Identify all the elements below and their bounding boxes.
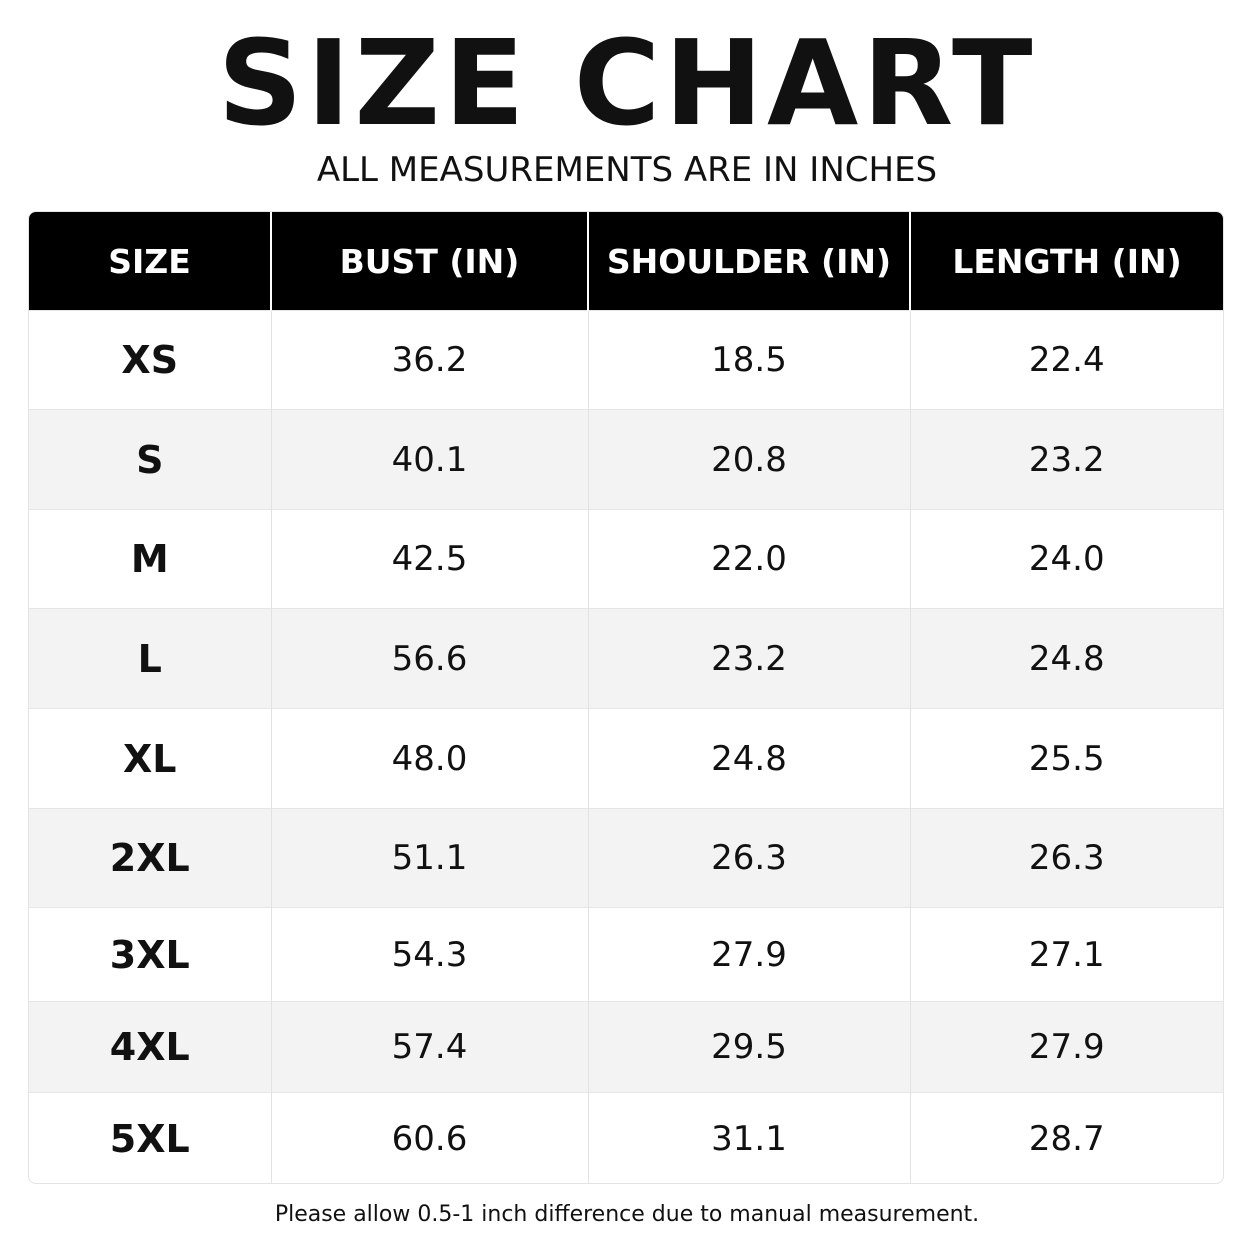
- column-header: SHOULDER (IN): [588, 212, 911, 311]
- measurement-cell: 23.2: [910, 409, 1223, 510]
- measurement-cell: 26.3: [910, 808, 1223, 908]
- measurement-cell: 27.9: [910, 1001, 1223, 1093]
- size-cell: 5XL: [29, 1092, 272, 1183]
- measurement-cell: 24.8: [910, 608, 1223, 709]
- measurement-cell: 26.3: [588, 808, 911, 908]
- measurement-cell: 24.0: [910, 509, 1223, 609]
- title: SIZE CHART: [217, 14, 1037, 152]
- measurement-cell: 56.6: [271, 608, 589, 709]
- column-header: BUST (IN): [271, 212, 589, 311]
- measurement-cell: 40.1: [271, 409, 589, 510]
- size-cell: 4XL: [29, 1001, 272, 1093]
- size-table-container: SIZE BUST (IN) SHOULDER (IN) LENGTH (IN) XS…: [28, 211, 1224, 1184]
- measurement-cell: 24.8: [588, 708, 911, 809]
- table-body: XS 36.2 18.5 22.4 S 40.1 20.8 23.2 M 42.5 22.0 24.0…: [29, 310, 1223, 1183]
- table-row: S 40.1 20.8 23.2: [29, 409, 1223, 510]
- table-row: 3XL 54.3 27.9 27.1: [29, 907, 1223, 1002]
- table-row: 4XL 57.4 29.5 27.9: [29, 1001, 1223, 1093]
- size-cell: 2XL: [29, 808, 272, 908]
- measurement-cell: 22.4: [910, 310, 1223, 410]
- size-cell: M: [29, 509, 272, 609]
- column-header: LENGTH (IN): [910, 212, 1223, 311]
- table-row: L 56.6 23.2 24.8: [29, 608, 1223, 709]
- measurement-cell: 23.2: [588, 608, 911, 709]
- measurement-cell: 28.7: [910, 1092, 1223, 1183]
- measurement-cell: 42.5: [271, 509, 589, 609]
- table-head: SIZE BUST (IN) SHOULDER (IN) LENGTH (IN): [29, 212, 1223, 311]
- header-row: SIZE BUST (IN) SHOULDER (IN) LENGTH (IN): [29, 212, 1223, 311]
- table-row: XL 48.0 24.8 25.5: [29, 708, 1223, 809]
- measurement-cell: 48.0: [271, 708, 589, 809]
- table-row: XS 36.2 18.5 22.4: [29, 310, 1223, 410]
- measurement-cell: 60.6: [271, 1092, 589, 1183]
- measurement-cell: 57.4: [271, 1001, 589, 1093]
- measurement-cell: 51.1: [271, 808, 589, 908]
- measurement-cell: 27.1: [910, 907, 1223, 1002]
- size-cell: L: [29, 608, 272, 709]
- column-header: SIZE: [29, 212, 272, 311]
- table-row: 5XL 60.6 31.1 28.7: [29, 1092, 1223, 1183]
- table-row: M 42.5 22.0 24.0: [29, 509, 1223, 609]
- measurement-cell: 36.2: [271, 310, 589, 410]
- measurement-cell: 18.5: [588, 310, 911, 410]
- measurement-cell: 29.5: [588, 1001, 911, 1093]
- measurement-cell: 54.3: [271, 907, 589, 1002]
- measurement-cell: 27.9: [588, 907, 911, 1002]
- size-table: SIZE BUST (IN) SHOULDER (IN) LENGTH (IN) XS…: [29, 212, 1223, 1183]
- measurement-cell: 22.0: [588, 509, 911, 609]
- subtitle: ALL MEASUREMENTS ARE IN INCHES: [316, 150, 938, 190]
- measurement-cell: 20.8: [588, 409, 911, 510]
- measurement-cell: 31.1: [588, 1092, 911, 1183]
- size-cell: 3XL: [29, 907, 272, 1002]
- size-cell: S: [29, 409, 272, 510]
- table-row: 2XL 51.1 26.3 26.3: [29, 808, 1223, 908]
- footer-note: Please allow 0.5-1 inch difference due t…: [274, 1202, 980, 1227]
- size-cell: XL: [29, 708, 272, 809]
- size-cell: XS: [29, 310, 272, 410]
- measurement-cell: 25.5: [910, 708, 1223, 809]
